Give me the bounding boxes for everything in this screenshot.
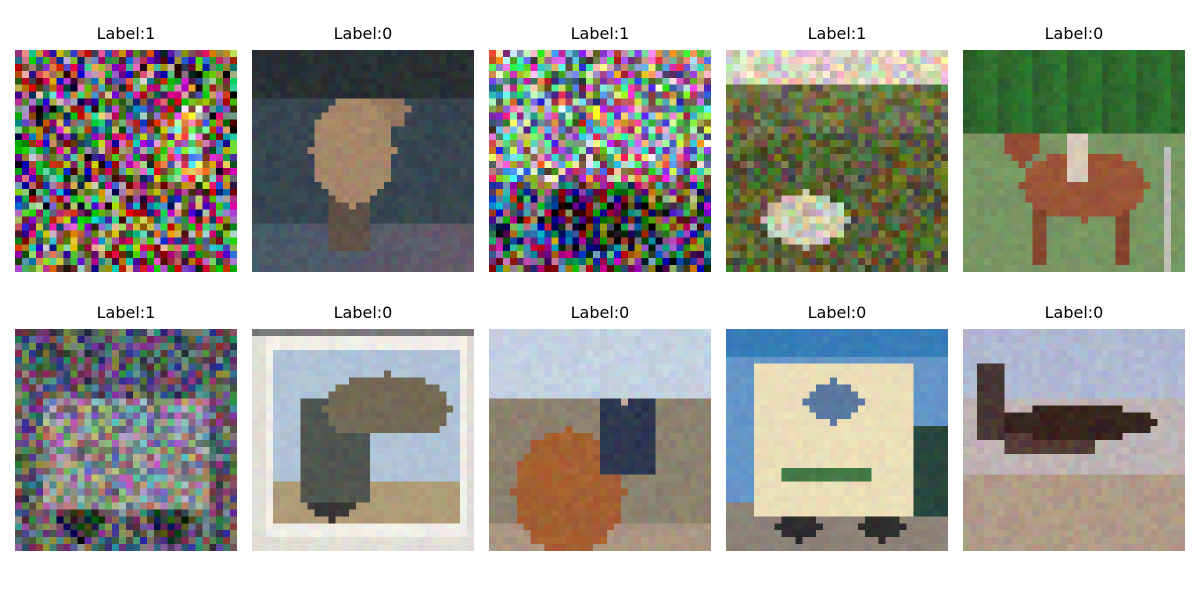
image-label: Label:0 xyxy=(1044,303,1104,322)
image-label: Label:1 xyxy=(570,24,630,43)
image-label: Label:1 xyxy=(96,24,156,43)
image-label: Label:0 xyxy=(1044,24,1104,43)
image-label: Label:0 xyxy=(807,303,867,322)
noisy-image-2 xyxy=(489,50,711,272)
rider-horse-photo xyxy=(489,329,711,551)
image-label: Label:1 xyxy=(807,24,867,43)
delivery-truck-photo xyxy=(726,329,948,551)
image-label: Label:0 xyxy=(333,303,393,322)
airplane-photo xyxy=(963,329,1185,551)
image-label: Label:0 xyxy=(333,24,393,43)
dump-truck-photo xyxy=(252,329,474,551)
deer-photo xyxy=(252,50,474,272)
image-label: Label:1 xyxy=(96,303,156,322)
image-label: Label:0 xyxy=(570,303,630,322)
horse-rider-photo xyxy=(963,50,1185,272)
noisy-landscape xyxy=(726,50,948,272)
noisy-truck xyxy=(15,329,237,551)
noisy-image-1 xyxy=(15,50,237,272)
